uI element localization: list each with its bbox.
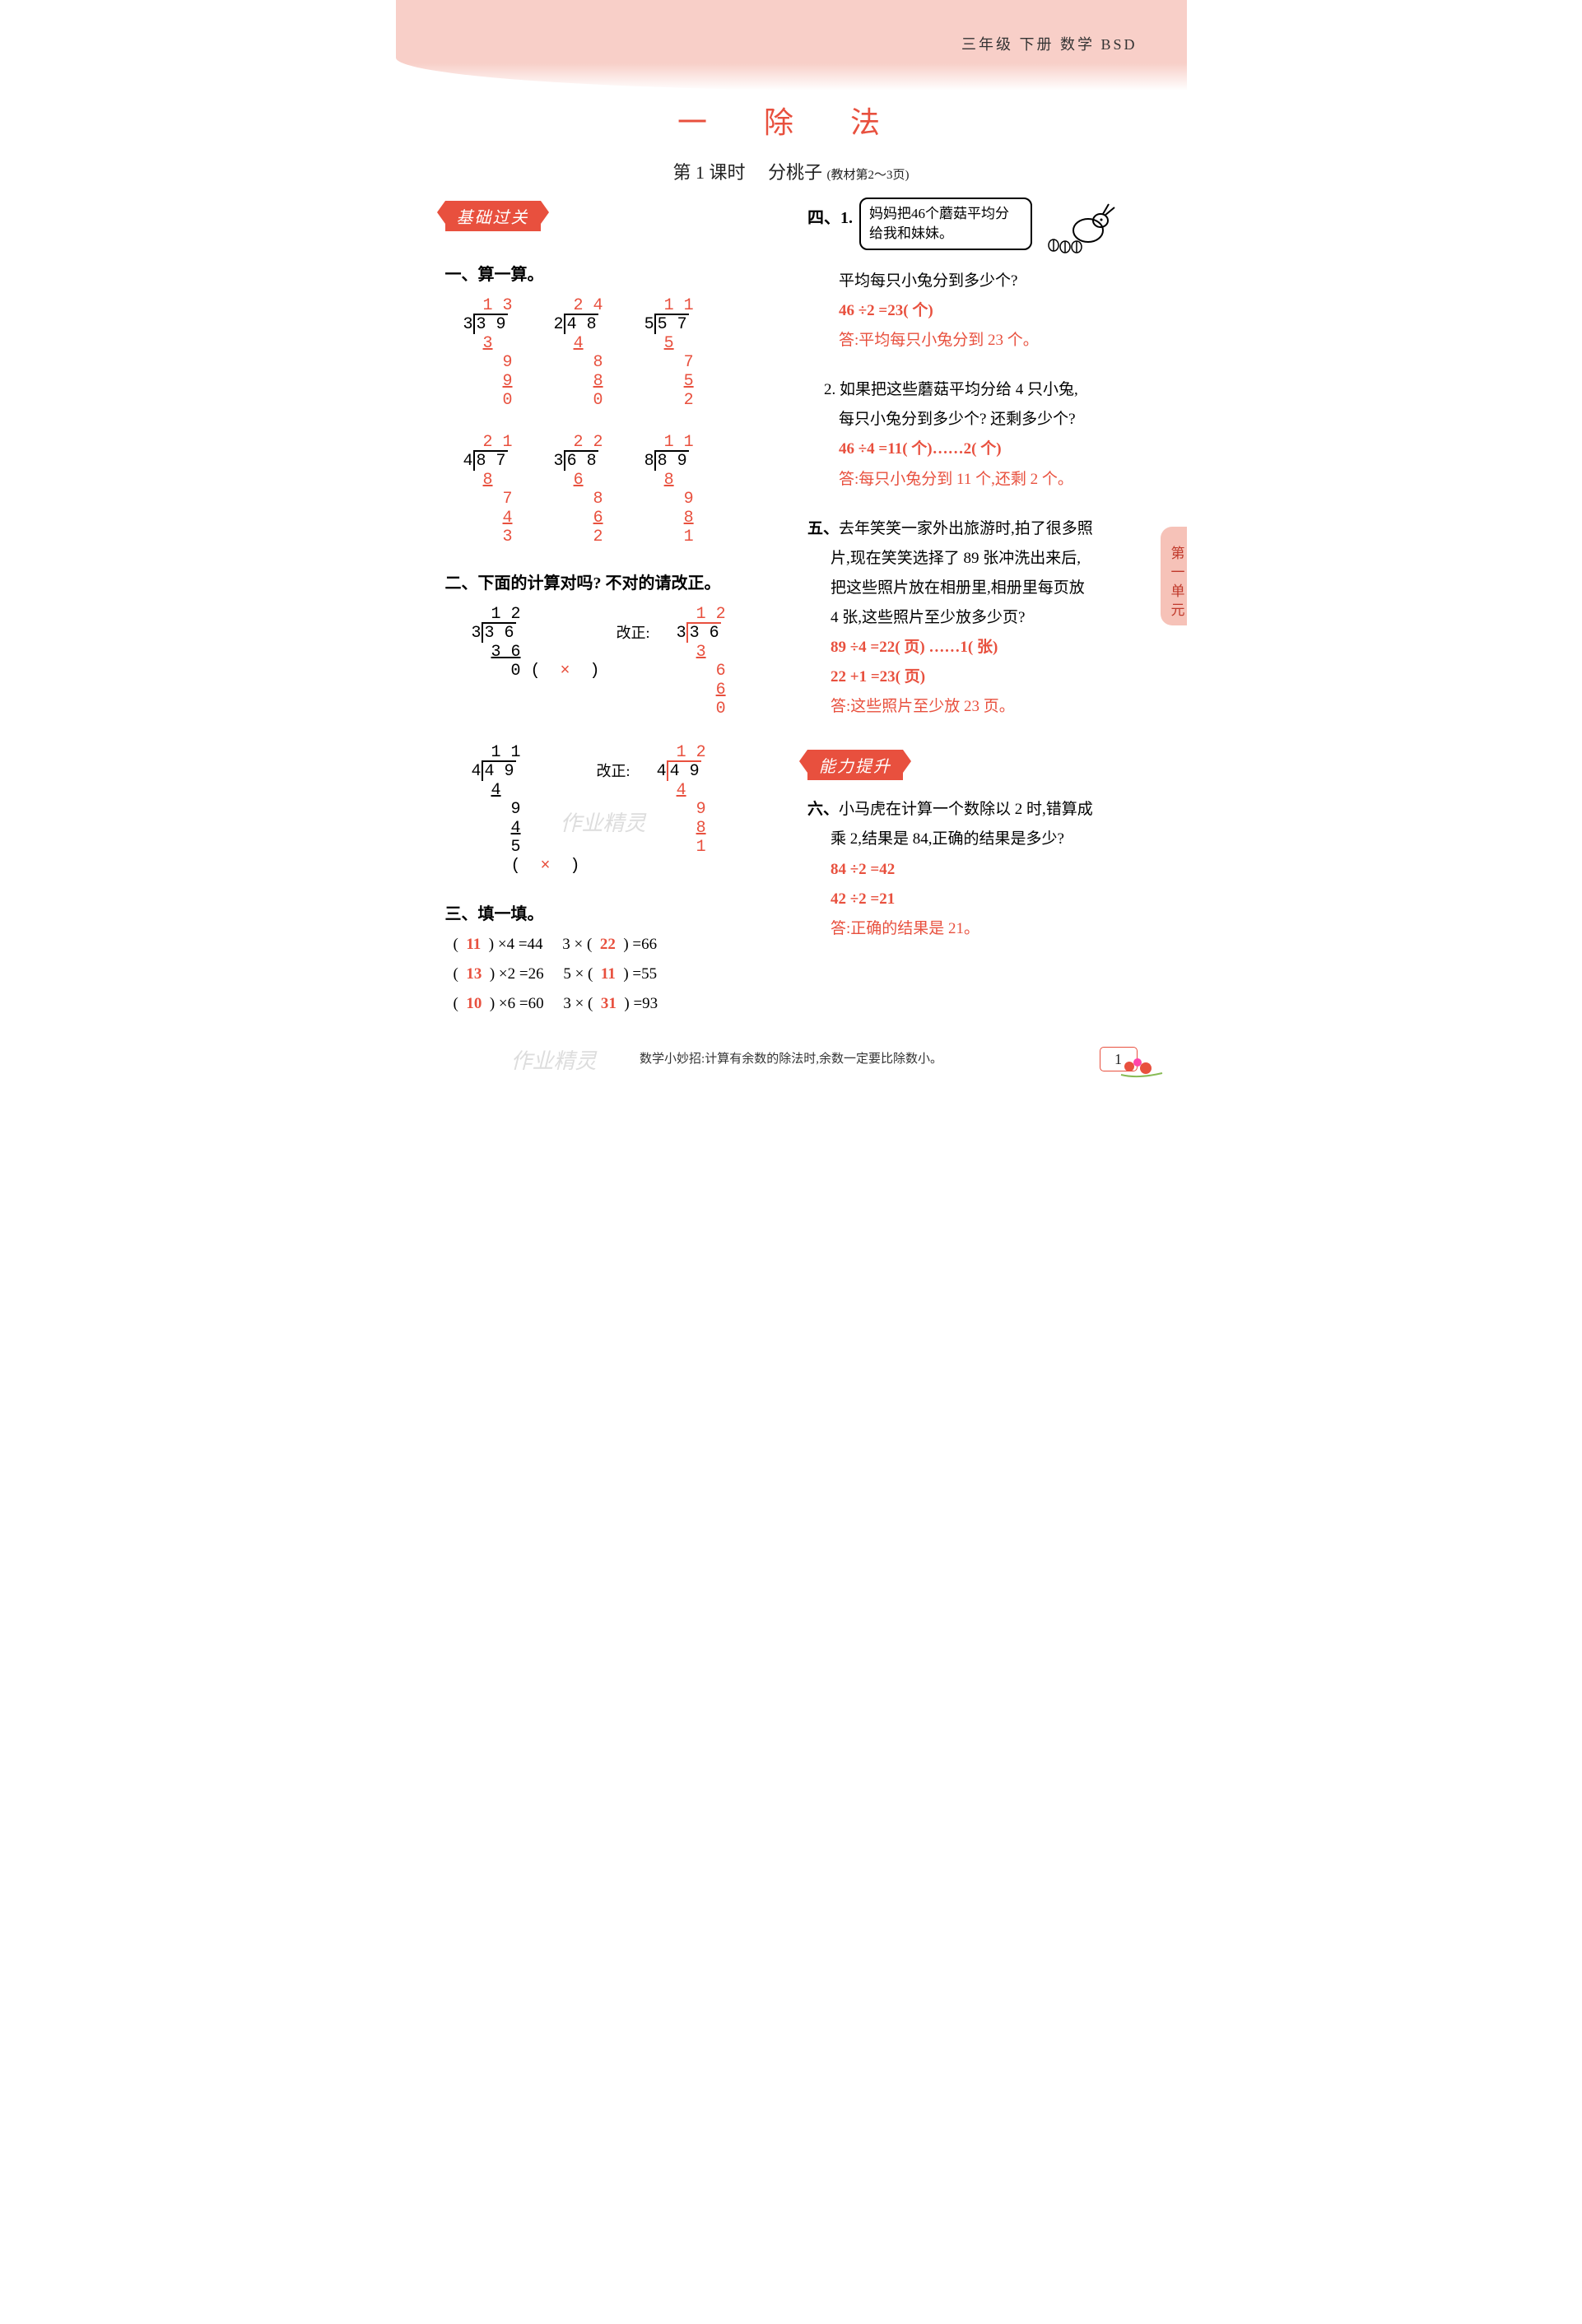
sec4-q1: 平均每只小兔分到多少个? 46 ÷2 =23( 个) 答:平均每只小兔分到 23… bbox=[807, 267, 1154, 356]
sec5-line2: 片,现在笑笑选择了 89 张冲洗出来后, bbox=[807, 544, 1154, 574]
correct-div-2: 1 2 44 9 4 9 8 1 bbox=[647, 743, 706, 857]
sec4-q2-label: 2. bbox=[824, 381, 835, 398]
wrong-div-2: 1 1 44 9 4 9 4 5 ( × ) bbox=[462, 743, 580, 876]
lesson-title: 分桃子 bbox=[768, 162, 822, 183]
sec6-line2: 乘 2,结果是 84,正确的结果是多少? bbox=[807, 825, 1154, 854]
sec1-row1: 1 3 33 9 3 9 9 0 2 4 24 8 4 8 8 0 1 1 55… bbox=[454, 296, 792, 410]
fill-2b-pre: 5 × ( bbox=[563, 965, 593, 983]
left-column: 基础过关 一、算一算。 1 3 33 9 3 9 9 0 2 4 24 8 4 … bbox=[445, 193, 792, 1025]
sec6: 六、小马虎在计算一个数除以 2 时,错算成 乘 2,结果是 84,正确的结果是多… bbox=[807, 795, 1154, 943]
fill-1a-expr: ) ×4 =44 bbox=[489, 936, 543, 953]
chapter-title: 一 除 法 bbox=[396, 99, 1187, 142]
sec4-q1-question: 平均每只小兔分到多少个? bbox=[807, 267, 1154, 296]
sec4-q1-calc: 46 ÷2 =23( 个) bbox=[807, 296, 1154, 326]
fill-2a: 13 bbox=[466, 965, 482, 983]
fill-row-2: ( 13 ) ×2 =26 5 × ( 11 ) =55 bbox=[454, 965, 792, 983]
flower-deco-icon bbox=[1113, 1050, 1170, 1083]
lesson-note: (教材第2～3页) bbox=[827, 169, 910, 182]
sec6-answer: 答:正确的结果是 21。 bbox=[807, 914, 1154, 944]
sec5-calc1: 89 ÷4 =22( 页) ……1( 张) bbox=[807, 633, 1154, 662]
fill-1b-pre: 3 × ( bbox=[562, 936, 592, 953]
sec4-q2-answer: 答:每只小兔分到 11 个,还剩 2 个。 bbox=[807, 465, 1154, 495]
longdiv-4: 2 1 48 7 8 7 4 3 bbox=[454, 433, 513, 546]
fill-3a-expr: ) ×6 =60 bbox=[490, 995, 544, 1012]
side-tab: 第一单元 bbox=[1161, 527, 1187, 625]
sec5-line1: 去年笑笑一家外出旅游时,拍了很多照 bbox=[839, 520, 1093, 537]
sec2-item2: 1 1 44 9 4 9 4 5 ( × ) 改正: 1 2 44 9 4 9 … bbox=[462, 743, 792, 876]
mark-wrong-2: × bbox=[541, 857, 551, 876]
lesson-row: 第 1 课时 分桃子 (教材第2～3页) bbox=[396, 158, 1187, 184]
sec4-q2-line1: 如果把这些蘑菇平均分给 4 只小兔, bbox=[840, 381, 1078, 398]
grade-label: 三年级 下册 数学 BSD bbox=[961, 33, 1138, 54]
fill-row-3: ( 10 ) ×6 =60 3 × ( 31 ) =93 bbox=[454, 995, 792, 1013]
longdiv-3: 1 1 55 7 5 7 5 2 bbox=[635, 296, 694, 410]
sec5-line3: 把这些照片放在相册里,相册里每页放 bbox=[807, 574, 1154, 603]
fill-3b-pre: 3 × ( bbox=[563, 995, 593, 1012]
footer: 数学小妙招:计算有余数的除法时,余数一定要比除数小。 1 bbox=[396, 1041, 1187, 1091]
fill-2b-expr: ) =55 bbox=[623, 965, 657, 983]
sec4-header: 四、1. 妈妈把46个蘑菇平均分给我和妹妹。 bbox=[807, 198, 1154, 255]
advance-tag: 能力提升 bbox=[807, 750, 903, 780]
corr-label-2: 改正: bbox=[597, 760, 630, 781]
speech-bubble: 妈妈把46个蘑菇平均分给我和妹妹。 bbox=[859, 198, 1032, 250]
sec4-q2-line2: 每只小兔分到多少个? 还剩多少个? bbox=[807, 405, 1154, 435]
sec5-calc2: 22 +1 =23( 页) bbox=[807, 662, 1154, 692]
sec4-q2: 2. 如果把这些蘑菇平均分给 4 只小兔, 每只小兔分到多少个? 还剩多少个? … bbox=[807, 375, 1154, 494]
wrong-div-1: 1 2 33 6 3 6 0 ( × ) bbox=[462, 605, 600, 681]
longdiv-5: 2 2 36 8 6 8 6 2 bbox=[544, 433, 603, 546]
sec4-label: 四、1. bbox=[807, 198, 853, 228]
sec5-label: 五、 bbox=[807, 520, 839, 537]
fill-3b-expr: ) =93 bbox=[624, 995, 658, 1012]
sec1-row2: 2 1 48 7 8 7 4 3 2 2 36 8 6 8 6 2 1 1 88… bbox=[454, 433, 792, 546]
sec5-line4: 4 张,这些照片至少放多少页? bbox=[807, 603, 1154, 633]
right-column: 四、1. 妈妈把46个蘑菇平均分给我和妹妹。 平均每只小兔分到多少个? bbox=[807, 193, 1154, 1025]
sec2-item1: 1 2 33 6 3 6 0 ( × ) 改正: 1 2 33 6 3 6 6 … bbox=[462, 605, 792, 718]
sec3-title: 三、填一填。 bbox=[445, 900, 792, 924]
sec6-line1: 小马虎在计算一个数除以 2 时,错算成 bbox=[839, 801, 1093, 818]
sec5: 五、去年笑笑一家外出旅游时,拍了很多照 片,现在笑笑选择了 89 张冲洗出来后,… bbox=[807, 514, 1154, 723]
fill-2b: 11 bbox=[601, 965, 616, 983]
top-banner: 三年级 下册 数学 BSD bbox=[396, 0, 1187, 91]
fill-2a-expr: ) ×2 =26 bbox=[490, 965, 544, 983]
fill-3a: 10 bbox=[466, 995, 482, 1012]
page: 三年级 下册 数学 BSD 一 除 法 第 1 课时 分桃子 (教材第2～3页)… bbox=[396, 0, 1187, 1091]
sec4-q2-calc: 46 ÷4 =11( 个)……2( 个) bbox=[807, 435, 1154, 464]
fill-1b: 22 bbox=[600, 936, 616, 953]
sec4-q1-answer: 答:平均每只小兔分到 23 个。 bbox=[807, 326, 1154, 356]
fill-1a: 11 bbox=[466, 936, 481, 953]
corr-label-1: 改正: bbox=[617, 621, 650, 643]
sec5-answer: 答:这些照片至少放 23 页。 bbox=[807, 692, 1154, 722]
fill-row-1: ( 11 ) ×4 =44 3 × ( 22 ) =66 bbox=[454, 936, 792, 954]
fill-3b: 31 bbox=[601, 995, 617, 1012]
sec6-label: 六、 bbox=[807, 801, 839, 818]
sec1-title: 一、算一算。 bbox=[445, 261, 792, 285]
rabbit-icon bbox=[1039, 198, 1121, 255]
content-columns: 基础过关 一、算一算。 1 3 33 9 3 9 9 0 2 4 24 8 4 … bbox=[396, 184, 1187, 1041]
longdiv-6: 1 1 88 9 8 9 8 1 bbox=[635, 433, 694, 546]
mark-wrong-1: × bbox=[561, 662, 570, 681]
longdiv-2: 2 4 24 8 4 8 8 0 bbox=[544, 296, 603, 410]
longdiv-1: 1 3 33 9 3 9 9 0 bbox=[454, 296, 513, 410]
lesson-prefix: 第 1 课时 bbox=[672, 162, 745, 183]
basic-tag: 基础过关 bbox=[445, 201, 541, 231]
footer-tip: 数学小妙招:计算有余数的除法时,余数一定要比除数小。 bbox=[640, 1053, 942, 1066]
fill-1b-expr: ) =66 bbox=[623, 936, 657, 953]
correct-div-1: 1 2 33 6 3 6 6 0 bbox=[667, 605, 726, 718]
sec2-title: 二、下面的计算对吗? 不对的请改正。 bbox=[445, 569, 792, 593]
sec6-calc1: 84 ÷2 =42 bbox=[807, 855, 1154, 885]
sec6-calc2: 42 ÷2 =21 bbox=[807, 885, 1154, 914]
